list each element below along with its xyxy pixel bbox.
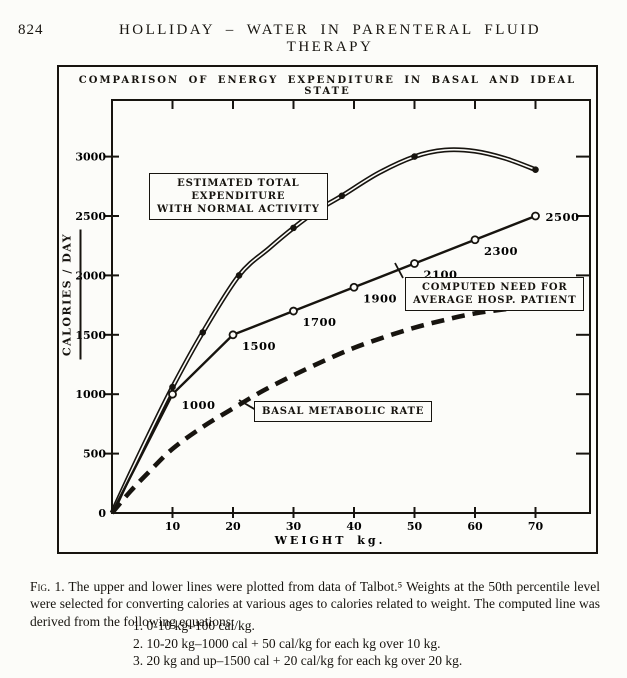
energy-chart-svg: 0 500 1000 1500 2000 2500 3000 10 20 30 40 50 60 70 WE… (75, 99, 591, 547)
caption-text: The upper and lower lines were plotted f… (30, 578, 600, 629)
svg-text:50: 50 (407, 520, 423, 533)
svg-text:1900: 1900 (363, 291, 397, 305)
svg-text:60: 60 (467, 520, 483, 533)
equations-list: 1. 0-10 kg–100 cal/kg. 2. 10-20 kg–1000 … (133, 617, 462, 670)
svg-text:3000: 3000 (75, 151, 106, 164)
series-basal_rate (110, 304, 536, 515)
annotation-basal-rate: BASAL METABOLIC RATE (254, 401, 433, 422)
svg-text:1000: 1000 (75, 388, 106, 401)
figure-title: COMPARISON OF ENERGY EXPENDITURE IN BASA… (78, 75, 577, 97)
fig-label: Fig. 1. (30, 578, 65, 594)
figure-panel: 0 500 1000 1500 2000 2500 3000 10 20 30 40 50 60 70 WE… (57, 65, 598, 554)
svg-text:2000: 2000 (75, 269, 106, 282)
equation-line: 1. 0-10 kg–100 cal/kg. (133, 618, 255, 633)
svg-text:70: 70 (528, 520, 544, 533)
figure-caption: Fig. 1. The upper and lower lines were p… (30, 578, 600, 631)
svg-text:0: 0 (98, 507, 106, 520)
axes: 0 500 1000 1500 2000 2500 3000 10 20 30 40 50 60 70 WE… (75, 99, 591, 547)
svg-text:2500: 2500 (546, 210, 580, 224)
svg-text:WEIGHT kg.: WEIGHT kg. (274, 534, 386, 547)
svg-text:2500: 2500 (75, 210, 106, 223)
equation-line: 3. 20 kg and up–1500 cal + 20 cal/kg for… (133, 653, 463, 669)
svg-text:40: 40 (346, 520, 362, 533)
page-number: 824 (18, 22, 44, 38)
svg-text:1700: 1700 (303, 315, 337, 329)
svg-text:30: 30 (286, 520, 302, 533)
equation-line: 2. 10-20 kg–1000 cal + 50 cal/kg for eac… (133, 635, 441, 651)
running-head: HOLLIDAY – WATER IN PARENTERAL FLUID THE… (118, 22, 542, 55)
svg-text:1000: 1000 (182, 398, 216, 412)
svg-text:20: 20 (225, 520, 241, 533)
svg-text:1500: 1500 (242, 339, 276, 353)
y-axis-label: CALORIES / DAY (60, 229, 82, 360)
annotation-pointers (238, 203, 404, 411)
annotation-estimated-total: ESTIMATED TOTAL EXPENDITURE WITH NORMAL … (149, 173, 328, 220)
svg-text:1500: 1500 (75, 329, 106, 342)
annotation-computed-need: COMPUTED NEED FOR AVERAGE HOSP. PATIENT (405, 277, 585, 311)
svg-text:500: 500 (83, 448, 106, 461)
svg-text:10: 10 (165, 520, 181, 533)
svg-text:2300: 2300 (484, 244, 518, 258)
